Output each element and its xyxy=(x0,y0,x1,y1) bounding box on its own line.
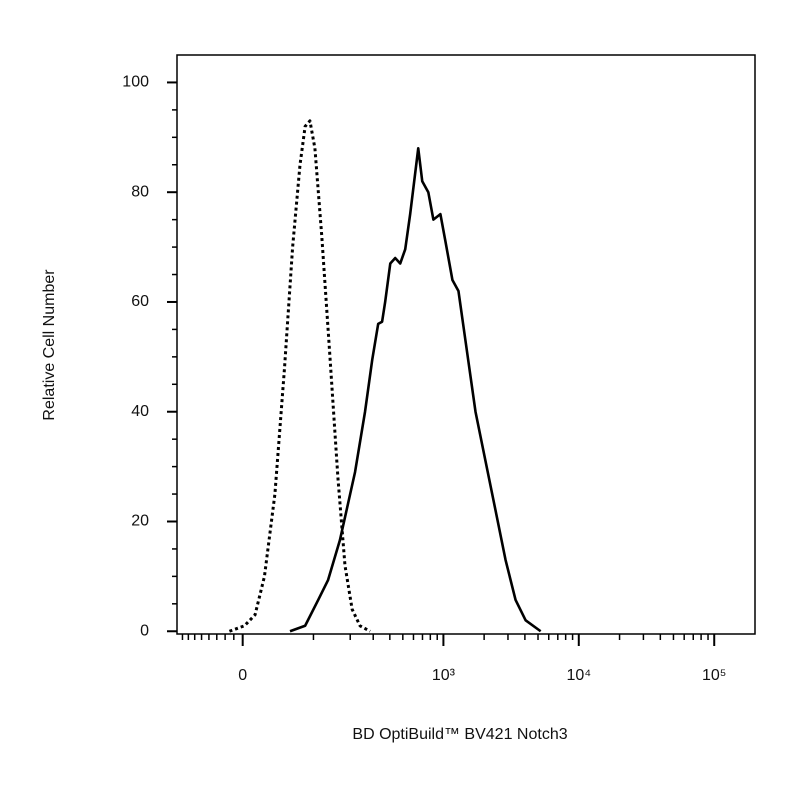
y-tick-label: 80 xyxy=(131,183,149,200)
x-tick-label: 10³ xyxy=(432,667,456,684)
histogram-curve xyxy=(289,147,542,633)
x-tick-label: 10⁴ xyxy=(566,667,591,684)
plot-frame xyxy=(176,54,756,635)
y-tick-label: 40 xyxy=(131,403,149,420)
y-tick-label: 100 xyxy=(122,74,149,91)
x-tick-label: 0 xyxy=(238,667,247,684)
y-tick-label: 20 xyxy=(131,513,149,530)
x-tick-label: 10⁵ xyxy=(702,667,726,684)
y-axis-title: Relative Cell Number xyxy=(41,269,58,421)
x-axis-title: BD OptiBuild™ BV421 Notch3 xyxy=(352,726,567,743)
y-tick-label: 0 xyxy=(140,622,149,639)
histogram-curve xyxy=(228,119,371,633)
y-tick-label: 60 xyxy=(131,293,149,310)
